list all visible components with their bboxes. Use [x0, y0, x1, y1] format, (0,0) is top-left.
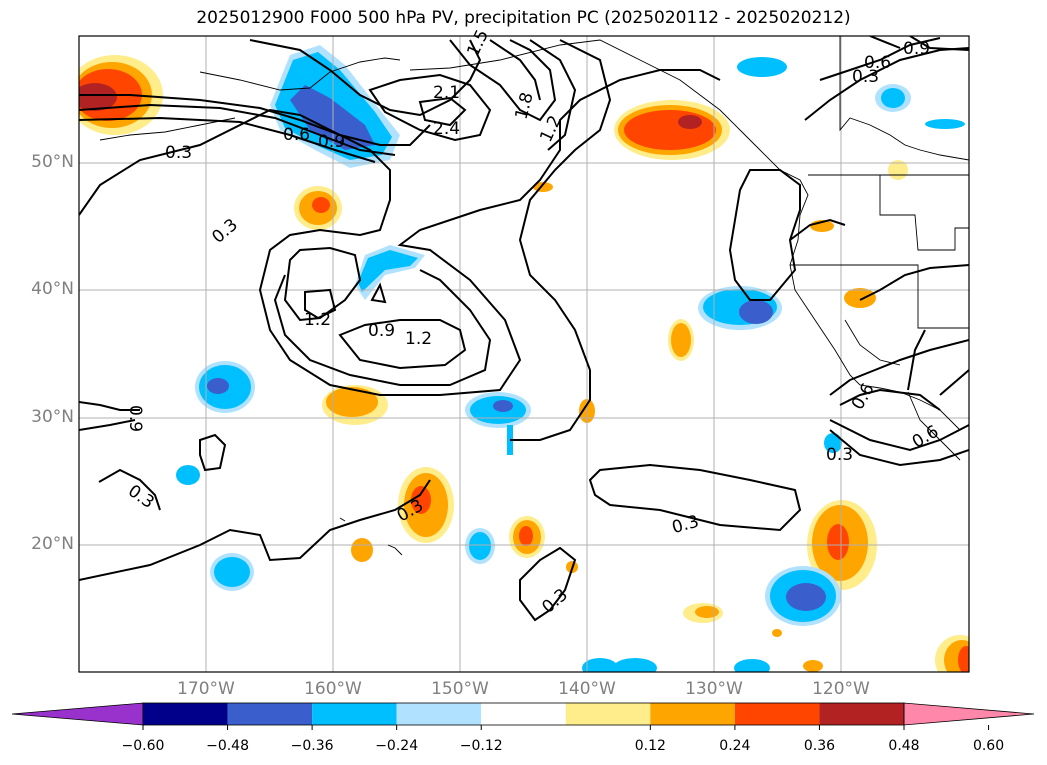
lat-label: 50°N — [31, 152, 74, 172]
colorbar-tick-label: −0.60 — [121, 738, 165, 754]
map-frame — [78, 35, 970, 673]
lon-label: 140°W — [558, 679, 616, 699]
contour-label: 0.3 — [165, 143, 192, 163]
contour-label: 0.3 — [826, 445, 853, 465]
pv-contours — [79, 36, 969, 622]
contour-label: 0.3 — [208, 215, 242, 248]
colorbar-extend-min — [11, 702, 144, 726]
lat-label: 20°N — [31, 534, 74, 554]
contour-label: 0.9 — [125, 405, 145, 432]
precip-shading — [79, 45, 969, 672]
contour-label: 0.6 — [283, 125, 310, 145]
lon-label: 150°W — [431, 679, 489, 699]
contour-label: 0.3 — [670, 512, 701, 538]
contour-label: 1.5 — [463, 27, 493, 60]
colorbar-segment — [227, 703, 313, 725]
colorbar-segment — [734, 703, 820, 725]
contour-label: 0.3 — [124, 481, 158, 513]
colorbar-segment — [396, 703, 482, 725]
colorbar — [11, 702, 1035, 730]
contour-label: 0.3 — [852, 67, 879, 87]
colorbar-tick-label: 0.60 — [972, 738, 1005, 754]
contour-label: 0.9 — [318, 132, 345, 152]
contour-label: 1.2 — [405, 329, 432, 349]
contour-label: 0.3 — [538, 585, 572, 618]
lon-label: 160°W — [304, 679, 362, 699]
colorbar-extend-max — [903, 702, 1035, 726]
colorbar-outline — [142, 702, 905, 726]
contour-label: 0.9 — [903, 39, 930, 59]
colorbar-tick-label: −0.12 — [459, 738, 503, 754]
contour-label: 0.6 — [864, 53, 891, 73]
lat-label: 40°N — [31, 279, 74, 299]
lon-label: 120°W — [812, 679, 870, 699]
contour-label: 0.6 — [848, 380, 879, 413]
lon-label: 130°W — [685, 679, 743, 699]
colorbar-segment — [312, 703, 397, 725]
contour-label: 0.9 — [368, 321, 395, 341]
colorbar-tick-label: 0.48 — [888, 738, 920, 754]
colorbar-segment — [143, 703, 228, 725]
lat-label: 30°N — [31, 407, 74, 427]
chart-title: 2025012900 F000 500 hPa PV, precipitatio… — [196, 8, 851, 28]
coastlines — [99, 36, 969, 556]
contour-label: 2.4 — [433, 119, 460, 139]
contour-label: 1.2 — [304, 310, 331, 330]
lon-label: 170°W — [177, 679, 235, 699]
colorbar-tick-label: −0.48 — [206, 738, 249, 754]
colorbar-segment — [650, 703, 735, 725]
colorbar-segment — [481, 703, 566, 725]
colorbar-tick-label: 0.12 — [634, 738, 666, 754]
colorbar-tick-label: 0.36 — [803, 738, 836, 754]
colorbar-segment — [819, 703, 904, 725]
colorbar-tick-label: 0.24 — [719, 738, 751, 754]
colorbar-segment — [565, 703, 651, 725]
contour-label: 2.1 — [433, 83, 460, 103]
colorbar-tick-label: −0.24 — [375, 738, 419, 754]
colorbar-tick-label: −0.36 — [290, 738, 334, 754]
